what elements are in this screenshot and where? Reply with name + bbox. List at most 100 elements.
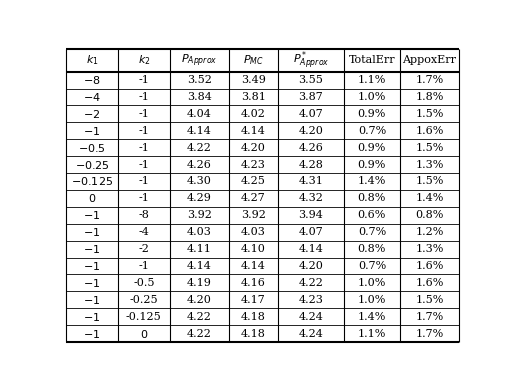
Text: $P^*_{Approx}$: $P^*_{Approx}$ [293,49,329,71]
Text: $k_1$: $k_1$ [86,54,98,68]
Text: $-2$: $-2$ [83,108,100,120]
Text: -8: -8 [138,210,150,220]
Text: 1.8%: 1.8% [415,92,444,102]
Text: 1.3%: 1.3% [415,159,444,169]
Text: -4: -4 [138,227,150,237]
Text: 3.87: 3.87 [298,92,323,102]
Text: 4.31: 4.31 [298,176,324,186]
Text: $-1$: $-1$ [83,243,100,255]
Text: 3.92: 3.92 [187,210,211,220]
Text: 4.26: 4.26 [298,143,324,153]
Text: 4.22: 4.22 [187,143,211,153]
Text: 1.6%: 1.6% [415,261,444,271]
Text: 4.14: 4.14 [241,261,266,271]
Text: -1: -1 [138,92,150,102]
Text: 4.30: 4.30 [187,176,211,186]
Text: $-8$: $-8$ [83,74,101,86]
Text: $-1$: $-1$ [83,209,100,221]
Text: 3.92: 3.92 [241,210,266,220]
Text: -1: -1 [138,261,150,271]
Text: -1: -1 [138,176,150,186]
Text: 4.20: 4.20 [241,143,266,153]
Text: 0.6%: 0.6% [358,210,386,220]
Text: 3.52: 3.52 [187,75,211,85]
Text: 0.8%: 0.8% [358,244,386,254]
Text: 4.14: 4.14 [187,261,211,271]
Text: 0.7%: 0.7% [358,227,386,237]
Text: 4.02: 4.02 [241,109,266,119]
Text: 4.20: 4.20 [187,295,211,305]
Text: 4.25: 4.25 [241,176,266,186]
Text: $-1$: $-1$ [83,328,100,340]
Text: -1: -1 [138,109,150,119]
Text: $0$: $0$ [88,192,96,205]
Text: 4.32: 4.32 [298,193,324,203]
Text: -0.25: -0.25 [130,295,158,305]
Text: AppoxErr: AppoxErr [402,56,457,66]
Text: 1.7%: 1.7% [415,312,443,322]
Text: 3.55: 3.55 [298,75,324,85]
Text: 1.4%: 1.4% [358,312,386,322]
Text: 4.14: 4.14 [241,126,266,136]
Text: 1.4%: 1.4% [415,193,444,203]
Text: $-1$: $-1$ [83,226,100,238]
Text: 0.7%: 0.7% [358,261,386,271]
Text: -2: -2 [138,244,150,254]
Text: 0.9%: 0.9% [358,143,386,153]
Text: 4.07: 4.07 [298,109,323,119]
Text: 4.29: 4.29 [187,193,211,203]
Text: TotalErr: TotalErr [349,56,395,66]
Text: $k_2$: $k_2$ [138,54,150,68]
Text: 1.6%: 1.6% [415,278,444,288]
Text: $-1$: $-1$ [83,260,100,272]
Text: 1.5%: 1.5% [415,143,444,153]
Text: 4.18: 4.18 [241,328,266,339]
Text: 4.18: 4.18 [241,312,266,322]
Text: 4.14: 4.14 [298,244,324,254]
Text: 3.81: 3.81 [241,92,266,102]
Text: 4.14: 4.14 [187,126,211,136]
Text: -0.5: -0.5 [133,278,155,288]
Text: 4.11: 4.11 [187,244,211,254]
Text: $-4$: $-4$ [83,91,101,103]
Text: -1: -1 [138,75,150,85]
Text: 1.0%: 1.0% [358,92,386,102]
Text: 4.20: 4.20 [298,261,324,271]
Text: 0.9%: 0.9% [358,159,386,169]
Text: $P_{Approx}$: $P_{Approx}$ [181,52,218,69]
Text: 4.07: 4.07 [298,227,323,237]
Text: 4.22: 4.22 [187,328,211,339]
Text: 4.17: 4.17 [241,295,266,305]
Text: 4.04: 4.04 [187,109,211,119]
Text: -1: -1 [138,159,150,169]
Text: 4.16: 4.16 [241,278,266,288]
Text: $-1$: $-1$ [83,125,100,137]
Text: 4.23: 4.23 [241,159,266,169]
Text: 4.19: 4.19 [187,278,211,288]
Text: 3.94: 3.94 [298,210,324,220]
Text: $-0.25$: $-0.25$ [75,159,109,171]
Text: 1.7%: 1.7% [415,75,443,85]
Text: $0$: $0$ [140,328,148,340]
Text: 4.24: 4.24 [298,312,324,322]
Text: 1.7%: 1.7% [415,328,443,339]
Text: 1.3%: 1.3% [415,244,444,254]
Text: 4.23: 4.23 [298,295,324,305]
Text: $-0.5$: $-0.5$ [78,142,106,154]
Text: 1.6%: 1.6% [415,126,444,136]
Text: 4.22: 4.22 [298,278,324,288]
Text: 4.26: 4.26 [187,159,211,169]
Text: 1.1%: 1.1% [358,75,386,85]
Text: 3.49: 3.49 [241,75,266,85]
Text: -1: -1 [138,143,150,153]
Text: 3.84: 3.84 [187,92,211,102]
Text: 0.7%: 0.7% [358,126,386,136]
Text: $P_{MC}$: $P_{MC}$ [243,54,264,68]
Text: 1.5%: 1.5% [415,109,444,119]
Text: 4.24: 4.24 [298,328,324,339]
Text: 1.1%: 1.1% [358,328,386,339]
Text: -0.125: -0.125 [126,312,162,322]
Text: 1.5%: 1.5% [415,295,444,305]
Text: 4.03: 4.03 [187,227,211,237]
Text: -1: -1 [138,193,150,203]
